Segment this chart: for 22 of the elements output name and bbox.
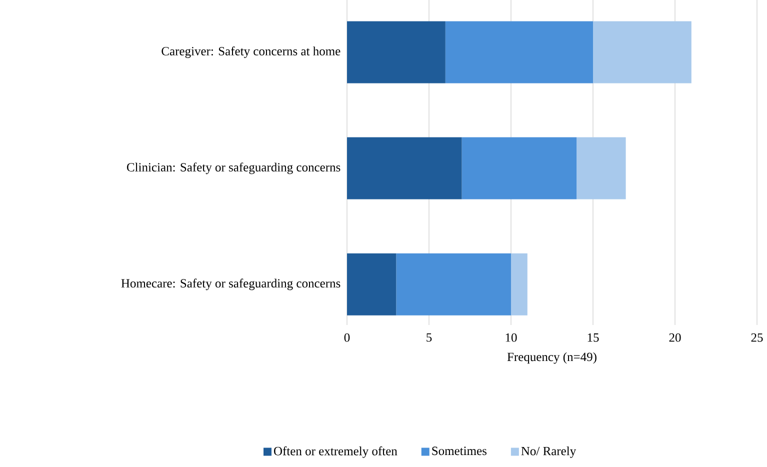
x-tick-label: 25 (751, 333, 763, 342)
y-tick-label: Clinician: Safety or safeguarding concerns (126, 162, 340, 174)
y-tick-label: Homecare: Safety or safeguarding concerns (121, 278, 340, 290)
x-tick-label: 10 (506, 333, 517, 342)
x-tick-label: 20 (669, 333, 681, 342)
legend-label: Sometimes (432, 446, 486, 456)
bar (396, 253, 512, 316)
bar (576, 137, 626, 200)
bar (347, 253, 396, 316)
bar (593, 21, 692, 84)
bar (462, 137, 577, 200)
bar (511, 253, 528, 316)
bar (445, 21, 594, 84)
y-tick-label: Caregiver: Safety concerns at home (162, 46, 340, 58)
legend-label: No/ Rarely (521, 446, 576, 458)
bar (347, 21, 446, 84)
x-axis-title: Frequency (n=49) (507, 352, 596, 364)
x-tick-label: 0 (344, 333, 350, 342)
x-tick-label: 5 (426, 333, 432, 342)
x-tick-label: 15 (588, 333, 599, 342)
bar (347, 137, 462, 200)
legend-label: Often or extremely often (274, 446, 398, 458)
